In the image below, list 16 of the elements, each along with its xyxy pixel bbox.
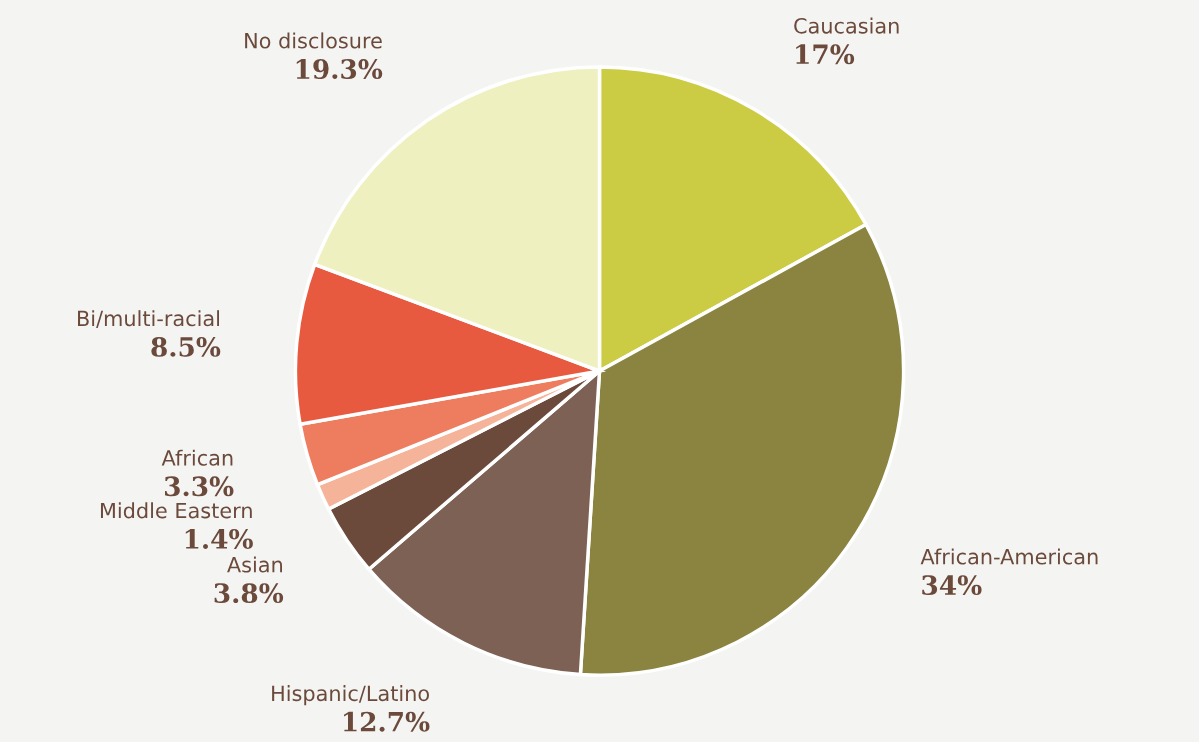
slice-label: Middle Eastern	[100, 502, 252, 519]
slice-label: Caucasian	[794, 17, 899, 34]
data-label: 19.3%	[296, 59, 383, 80]
data-label: 3.8%	[214, 583, 284, 604]
slice-label: Asian	[227, 556, 283, 573]
slice-label: Hispanic/Latino	[272, 685, 429, 706]
data-label: 1.4%	[185, 528, 253, 549]
slice-label: African	[161, 449, 233, 466]
data-label: 34%	[922, 575, 982, 596]
slice-label: Bi/multi-racial	[78, 310, 220, 328]
data-label: 17%	[796, 44, 855, 65]
data-label: 3.3%	[165, 476, 234, 497]
data-label: 8.5%	[151, 336, 221, 357]
data-label: 12.7%	[344, 711, 430, 732]
slice-label: No disclosure	[245, 32, 382, 49]
slice-label: African-American	[920, 548, 1098, 565]
